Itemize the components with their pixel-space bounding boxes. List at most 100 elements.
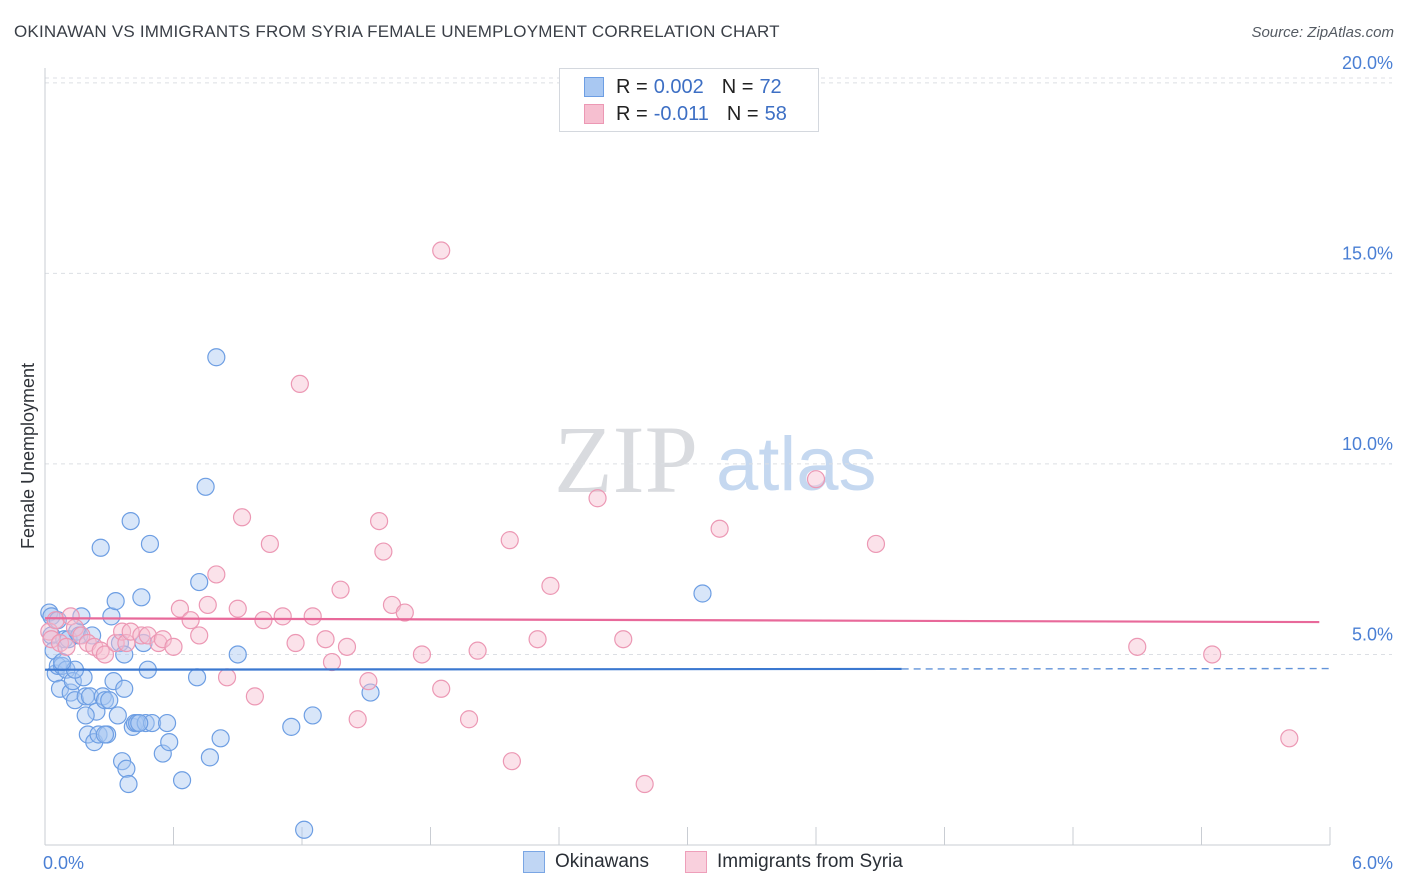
- okinawan-point: [130, 713, 149, 733]
- syria-point: [541, 576, 560, 595]
- okinawan-point: [187, 668, 207, 687]
- syria-point: [502, 752, 521, 771]
- okinawan-point: [693, 584, 712, 603]
- okinawan-point: [119, 774, 138, 794]
- syria-point: [468, 641, 487, 660]
- syria-point: [46, 611, 65, 630]
- series-legend-syria: Immigrants from Syria: [685, 851, 903, 873]
- okinawans-trend-line: [44, 667, 902, 671]
- syria-point: [1280, 729, 1299, 748]
- source-label: Source: ZipAtlas.com: [1251, 24, 1394, 41]
- syria-trend-line: [44, 617, 1320, 624]
- okinawan-point: [190, 572, 209, 592]
- syria-point: [412, 645, 432, 664]
- legend-swatch-pink: [584, 104, 604, 124]
- okinawan-point: [76, 706, 95, 725]
- y-tick-label: 5.0%: [1352, 624, 1393, 644]
- syria-point: [528, 630, 547, 649]
- okinawan-point: [63, 672, 82, 691]
- syria-point: [232, 508, 252, 527]
- syria-point: [322, 652, 342, 672]
- legend-swatch-blue: [584, 77, 604, 97]
- syria-point: [866, 534, 886, 554]
- legend-n-value: 58: [764, 102, 787, 125]
- chart-title: OKINAWAN VS IMMIGRANTS FROM SYRIA FEMALE…: [14, 22, 780, 41]
- syria-point: [207, 565, 226, 584]
- okinawan-point: [95, 691, 115, 710]
- okinawan-point: [211, 729, 230, 748]
- syria-points: [40, 241, 1299, 794]
- syria-point: [459, 710, 479, 729]
- okinawan-point: [153, 744, 172, 763]
- syria-point: [228, 599, 247, 618]
- syria-point: [217, 668, 237, 687]
- okinawan-point: [295, 820, 314, 839]
- syria-point: [40, 622, 59, 641]
- syria-point: [374, 542, 393, 561]
- okinawan-point: [115, 679, 134, 698]
- syria-point: [635, 774, 654, 794]
- x-tick-label-max: 6.0%: [1352, 853, 1393, 873]
- okinawan-point: [142, 713, 162, 733]
- syria-point: [190, 626, 209, 645]
- okinawan-point: [108, 706, 127, 725]
- okinawan-point: [91, 538, 110, 557]
- axes: [44, 68, 1331, 846]
- okinawan-point: [140, 534, 160, 554]
- syria-point: [303, 607, 322, 626]
- syria-point: [806, 470, 826, 489]
- watermark-zip: ZIP: [554, 406, 698, 513]
- okinawan-point: [157, 713, 177, 733]
- legend-n-label: N =: [726, 102, 759, 125]
- syria-point: [245, 687, 264, 706]
- syria-point: [286, 633, 305, 653]
- syria-point: [337, 637, 357, 656]
- y-tick-label: 15.0%: [1342, 243, 1393, 263]
- y-tick-label: 20.0%: [1342, 53, 1393, 73]
- syria-point: [95, 645, 115, 664]
- syria-point: [260, 534, 279, 554]
- series-legend-label: Okinawans: [555, 851, 649, 872]
- syria-point: [331, 580, 350, 599]
- syria-point: [198, 595, 217, 615]
- syria-point: [432, 679, 451, 698]
- syria-point: [359, 672, 378, 691]
- okinawan-point: [282, 717, 301, 736]
- syria-point: [290, 374, 309, 394]
- series-swatch-blue: [523, 851, 545, 873]
- legend-n-label: N =: [721, 75, 754, 98]
- syria-point: [170, 599, 190, 618]
- okinawan-point: [207, 348, 226, 367]
- okinawan-point: [106, 592, 125, 611]
- syria-point: [106, 633, 125, 653]
- syria-point: [121, 622, 140, 641]
- okinawan-point: [228, 645, 247, 664]
- okinawan-point: [196, 477, 215, 496]
- syria-point: [117, 633, 136, 653]
- okinawan-point: [136, 713, 155, 733]
- syria-point: [1203, 645, 1222, 664]
- okinawan-point: [117, 759, 136, 778]
- syria-point: [132, 626, 151, 645]
- okinawan-point: [121, 511, 140, 531]
- okinawan-point: [361, 683, 380, 702]
- syria-point: [61, 607, 80, 626]
- okinawan-point: [72, 607, 91, 626]
- legend-r-label: R =: [616, 75, 648, 98]
- correlation-legend: R = 0.002 N = 72 R = -0.011 N = 58: [559, 68, 819, 132]
- syria-point: [273, 607, 292, 626]
- okinawan-point: [160, 733, 179, 752]
- okinawan-point: [95, 725, 115, 744]
- grid-lines: [45, 77, 1392, 655]
- legend-r-value: 0.002: [653, 75, 704, 98]
- okinawan-point: [132, 588, 151, 607]
- syria-point: [588, 489, 607, 508]
- okinawan-point: [172, 771, 192, 790]
- okinawan-point: [200, 748, 220, 767]
- legend-n-value: 72: [759, 75, 782, 98]
- syria-point: [614, 630, 633, 649]
- okinawan-point: [110, 633, 130, 653]
- syria-point: [254, 611, 273, 630]
- series-legend-label: Immigrants from Syria: [717, 851, 903, 872]
